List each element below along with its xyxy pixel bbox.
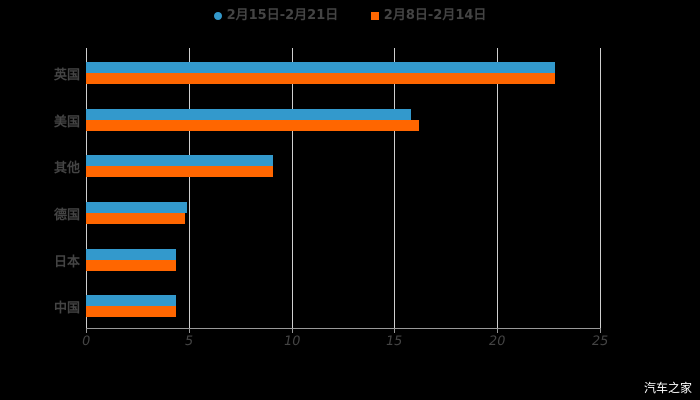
- bar[interactable]: [86, 295, 177, 307]
- bar[interactable]: [86, 119, 420, 131]
- category-label: 美国: [53, 114, 80, 130]
- gridline: [497, 48, 499, 328]
- bar[interactable]: [86, 259, 177, 271]
- bar[interactable]: [86, 213, 185, 224]
- gridline: [600, 48, 601, 328]
- category-label: 日本: [53, 254, 80, 270]
- x-tick-label: 10: [281, 334, 302, 349]
- x-tick: [188, 328, 190, 333]
- legend-square-icon: [370, 11, 379, 20]
- gridline: [86, 48, 87, 328]
- bar[interactable]: [86, 62, 555, 73]
- bar[interactable]: [86, 306, 177, 318]
- x-axis: [86, 328, 600, 329]
- x-tick: [600, 328, 601, 333]
- plot-area: [86, 48, 601, 328]
- x-tick-label: 0: [80, 334, 92, 349]
- bar[interactable]: [86, 202, 187, 213]
- category-label: 其他: [53, 161, 80, 177]
- gridline: [394, 48, 396, 328]
- x-tick-label: 20: [487, 334, 507, 349]
- bar[interactable]: [86, 155, 274, 167]
- category-label: 中国: [53, 301, 80, 317]
- gridline: [291, 48, 293, 328]
- x-tick: [291, 328, 293, 333]
- legend-label: 2月8日-2月14日: [383, 8, 487, 23]
- bar[interactable]: [86, 248, 177, 260]
- legend-circle-icon: [213, 11, 222, 20]
- gridline: [188, 48, 190, 328]
- legend-item-series2[interactable]: 2月8日-2月14日: [370, 4, 487, 23]
- category-label: 英国: [53, 68, 80, 83]
- legend-label: 2月15日-2月21日: [226, 8, 339, 23]
- x-tick-label: 15: [384, 334, 404, 349]
- bar[interactable]: [86, 166, 274, 178]
- category-label: 德国: [53, 208, 80, 223]
- x-tick-label: 5: [183, 334, 195, 349]
- bar[interactable]: [86, 73, 555, 84]
- x-tick: [497, 328, 499, 333]
- legend-item-series1[interactable]: 2月15日-2月21日: [213, 4, 339, 23]
- watermark: 汽车之家: [643, 381, 692, 395]
- x-tick: [86, 328, 87, 333]
- bar[interactable]: [86, 108, 411, 120]
- x-tick: [394, 328, 396, 333]
- x-tick-label: 25: [590, 334, 610, 349]
- chart-legend: 2月15日-2月21日 2月8日-2月14日: [0, 4, 700, 23]
